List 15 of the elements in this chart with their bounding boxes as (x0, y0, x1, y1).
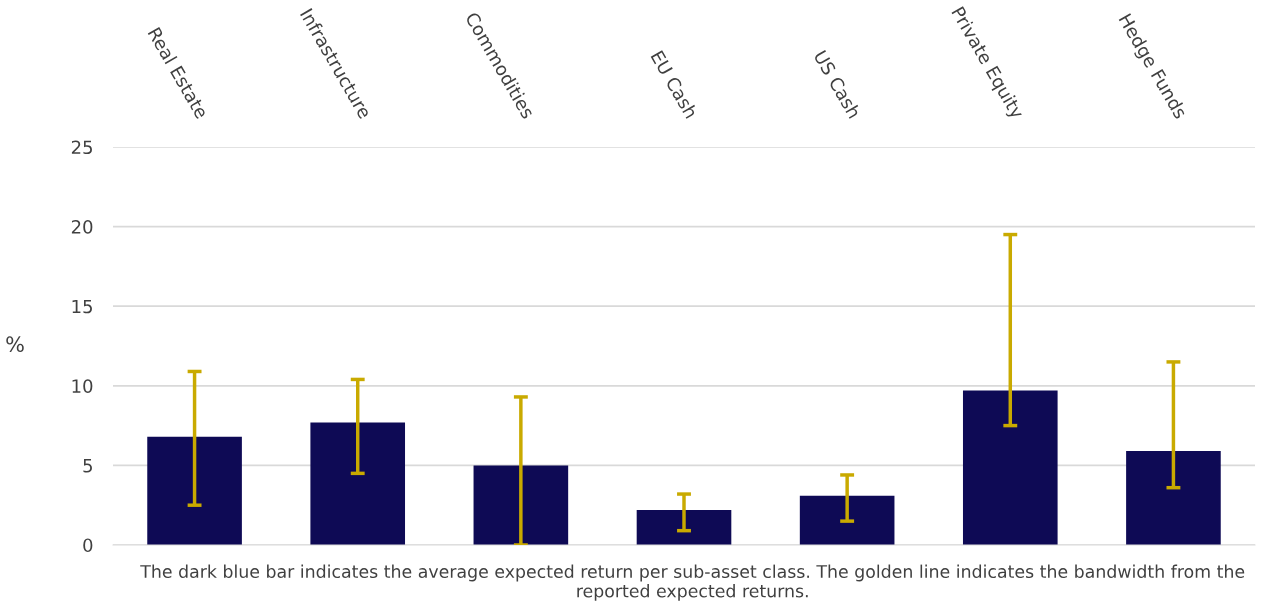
bar (636, 509, 732, 545)
y-axis-title: % (6, 336, 24, 353)
y-tick-label: 5 (83, 459, 92, 473)
bar (1126, 451, 1221, 545)
bar (962, 390, 1058, 545)
y-tick-label: 0 (83, 538, 93, 553)
bar (473, 465, 569, 545)
bar (310, 422, 406, 545)
y-tick-label: 10 (72, 379, 93, 393)
bar (799, 495, 895, 545)
bar (147, 436, 242, 545)
y-tick-label: 25 (71, 140, 92, 155)
y-tick-label: 20 (71, 220, 93, 234)
text: The dark blue bar indicates the average expected return per sub-asset class. The golden line indicates the bandwidth from the reported expected returns. (140, 564, 1245, 601)
y-tick-label: 15 (72, 299, 92, 314)
